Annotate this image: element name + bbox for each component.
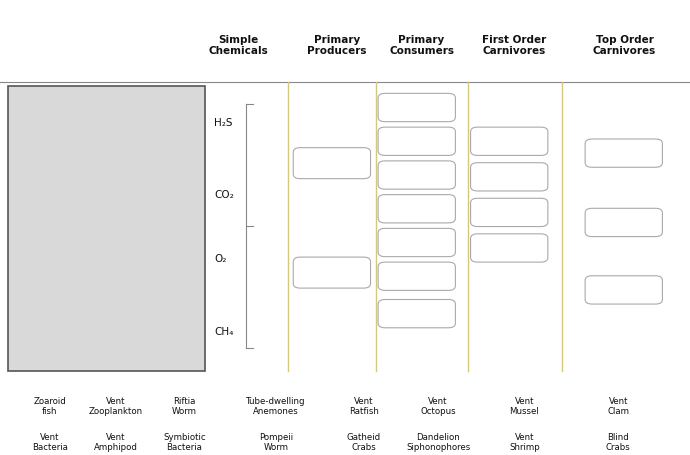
Text: CO₂: CO₂	[214, 190, 234, 200]
Text: Riftia
Worm: Riftia Worm	[172, 396, 197, 415]
FancyBboxPatch shape	[293, 148, 371, 179]
Text: O₂: O₂	[214, 253, 226, 263]
FancyBboxPatch shape	[471, 199, 548, 227]
FancyBboxPatch shape	[585, 276, 662, 304]
FancyBboxPatch shape	[378, 162, 455, 190]
FancyBboxPatch shape	[471, 234, 548, 263]
Text: Vent
Shrimp: Vent Shrimp	[509, 432, 540, 451]
FancyBboxPatch shape	[378, 195, 455, 223]
Text: Vent
Amphipod: Vent Amphipod	[94, 432, 138, 451]
Text: CH₄: CH₄	[214, 326, 233, 336]
Text: Vent
Octopus: Vent Octopus	[420, 396, 456, 415]
Text: Dandelion
Siphonophores: Dandelion Siphonophores	[406, 432, 471, 451]
FancyBboxPatch shape	[378, 128, 455, 156]
Text: Gatheid
Crabs: Gatheid Crabs	[346, 432, 381, 451]
Text: Blind
Crabs: Blind Crabs	[606, 432, 631, 451]
Text: Symbiotic
Bacteria: Symbiotic Bacteria	[163, 432, 206, 451]
Text: Tube-dwelling
Anemones: Tube-dwelling Anemones	[246, 396, 306, 415]
Text: Primary
Producers: Primary Producers	[307, 35, 366, 56]
Text: Pompeii
Worm: Pompeii Worm	[259, 432, 293, 451]
Text: First Order
Carnivores: First Order Carnivores	[482, 35, 546, 56]
Text: Vent
Bacteria: Vent Bacteria	[32, 432, 68, 451]
FancyBboxPatch shape	[585, 140, 662, 168]
FancyBboxPatch shape	[378, 300, 455, 328]
Text: Vent
Clam: Vent Clam	[607, 396, 629, 415]
Text: Vent
Mussel: Vent Mussel	[509, 396, 540, 415]
Text: Vent
Zooplankton: Vent Zooplankton	[89, 396, 143, 415]
FancyBboxPatch shape	[585, 209, 662, 237]
Text: H₂S: H₂S	[214, 118, 233, 128]
FancyBboxPatch shape	[378, 94, 455, 122]
FancyBboxPatch shape	[471, 128, 548, 156]
FancyBboxPatch shape	[8, 86, 205, 371]
FancyBboxPatch shape	[378, 263, 455, 291]
FancyBboxPatch shape	[293, 258, 371, 288]
Text: Vent
Ratfish: Vent Ratfish	[348, 396, 379, 415]
FancyBboxPatch shape	[471, 163, 548, 192]
FancyBboxPatch shape	[378, 229, 455, 257]
Text: Primary
Consumers: Primary Consumers	[389, 35, 454, 56]
Text: Simple
Chemicals: Simple Chemicals	[208, 35, 268, 56]
Text: Zoaroid
fish: Zoaroid fish	[33, 396, 66, 415]
Text: Top Order
Carnivores: Top Order Carnivores	[593, 35, 656, 56]
